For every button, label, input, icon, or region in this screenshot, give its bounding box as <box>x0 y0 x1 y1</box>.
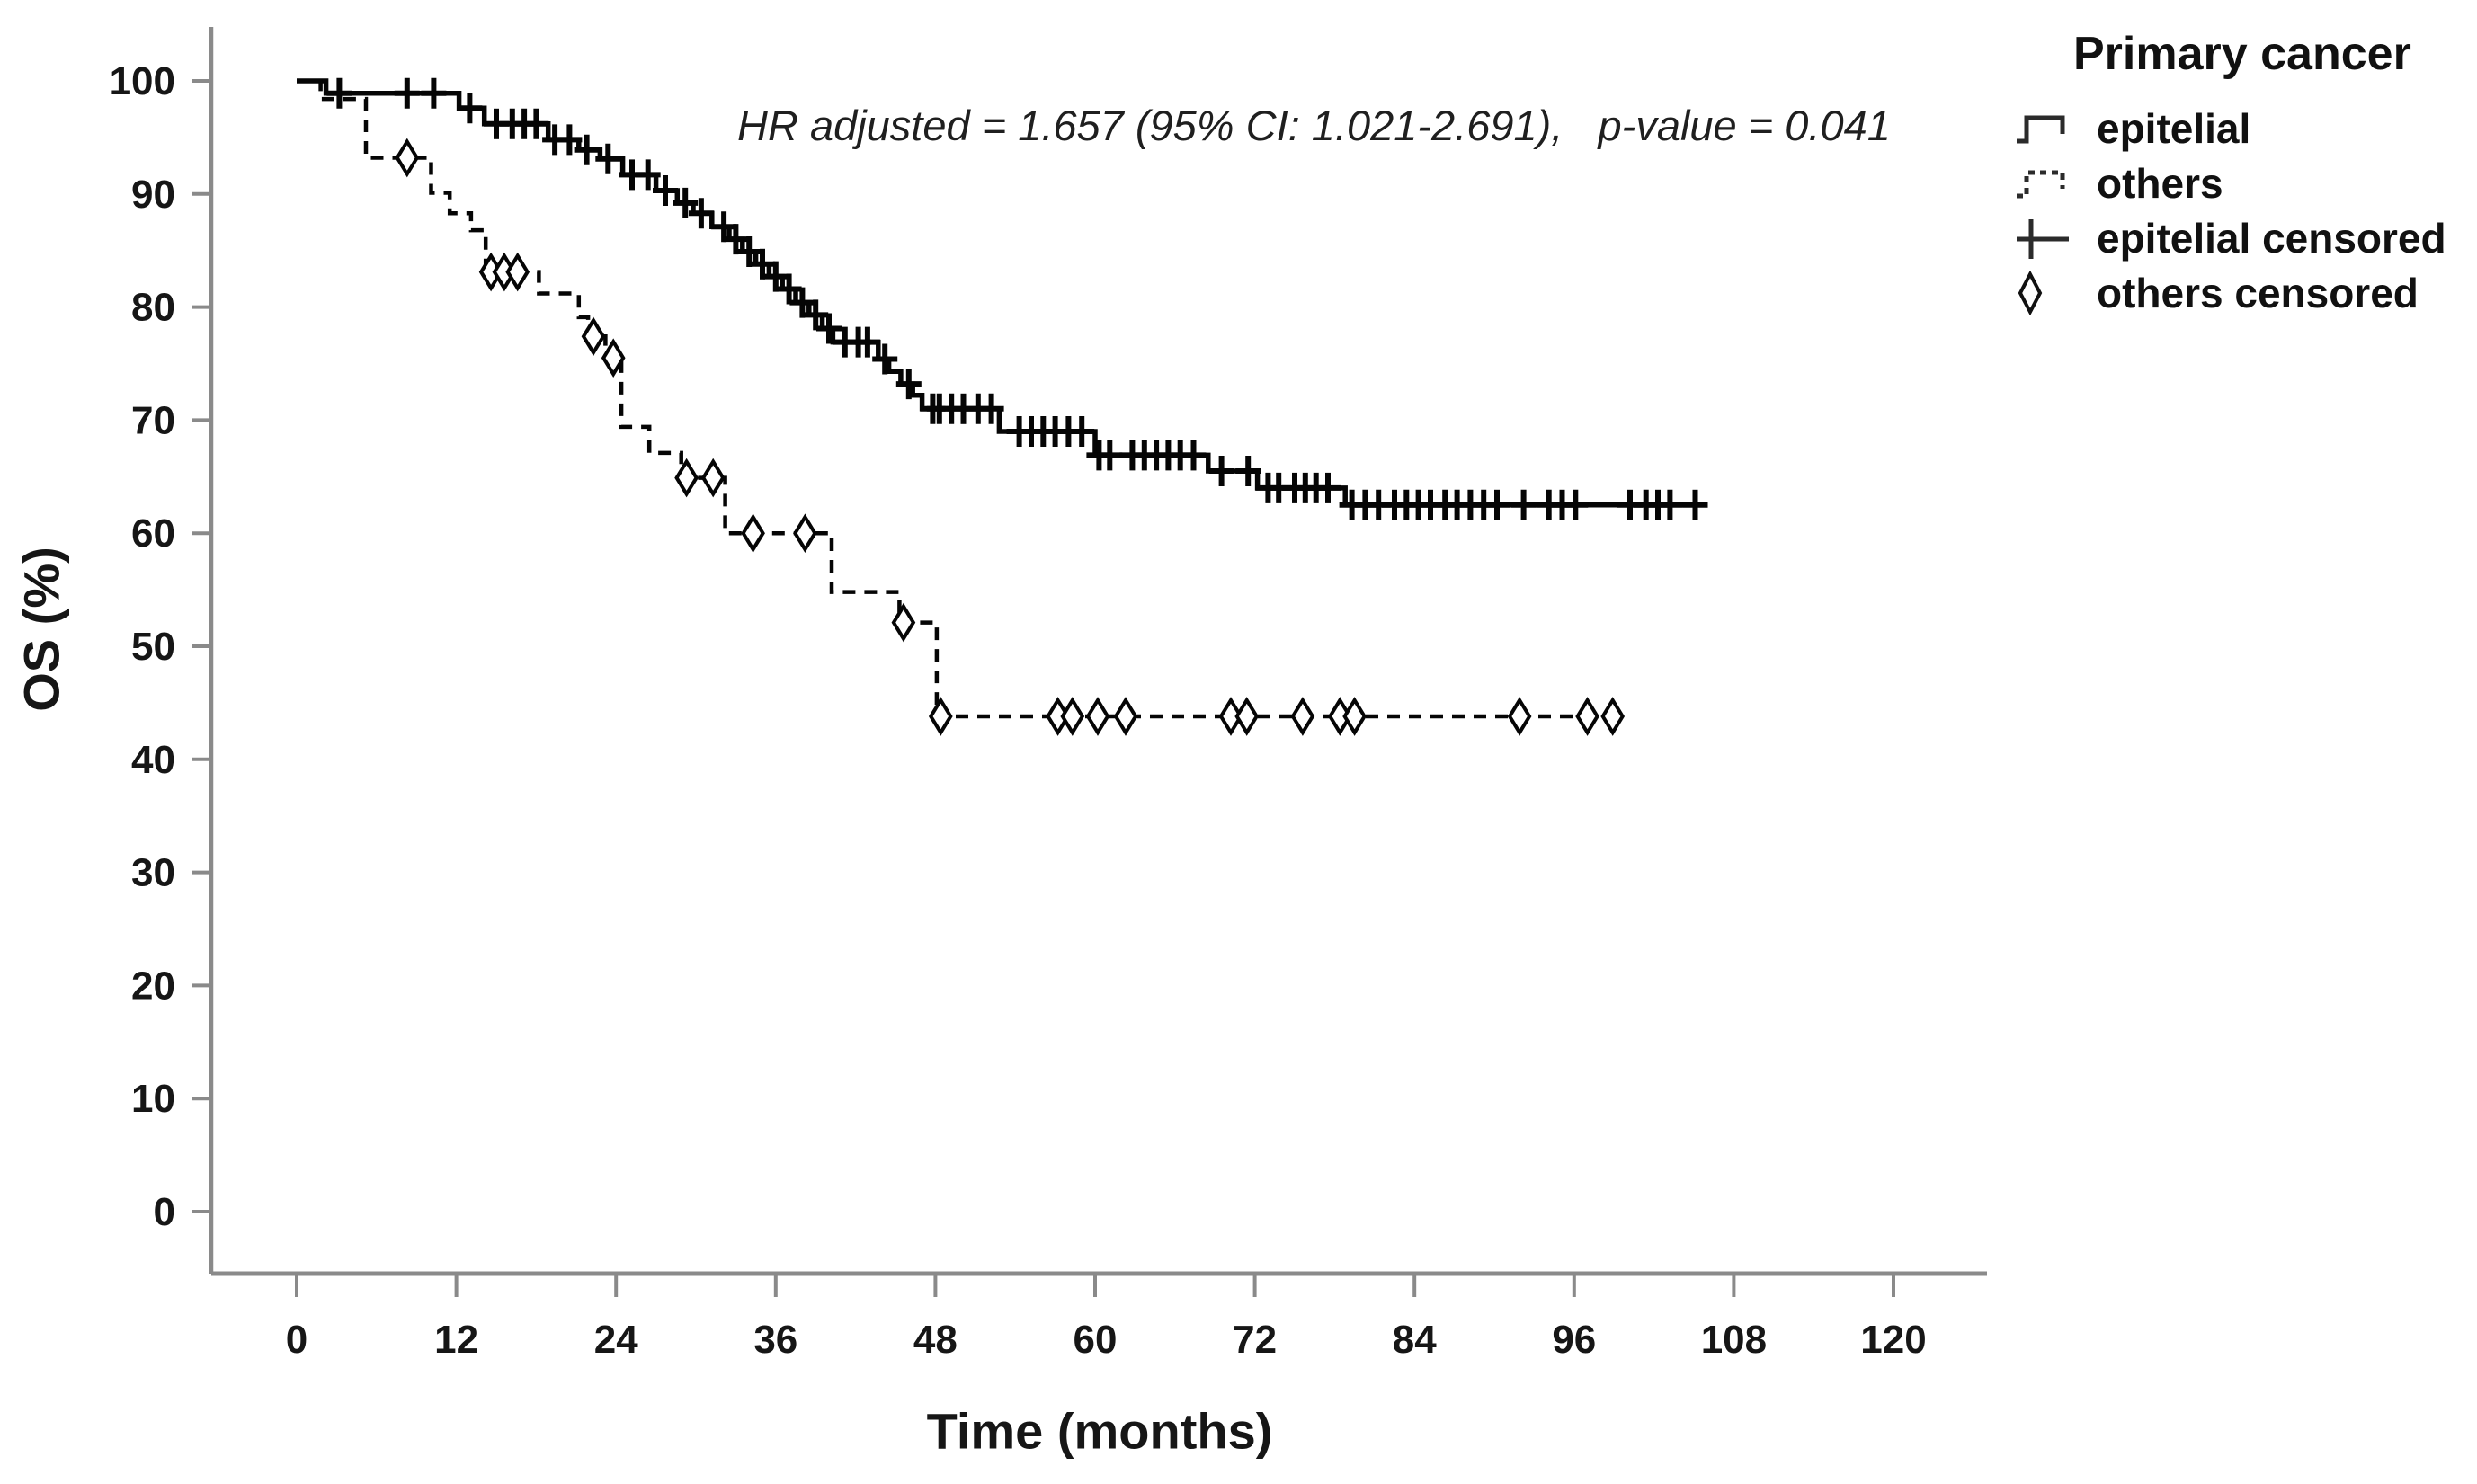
censor-diamond-others <box>1342 697 1367 736</box>
censor-diamond-others <box>928 697 953 736</box>
censor-diamond-others <box>793 513 817 554</box>
y-tick-label: 90 <box>131 173 175 217</box>
legend-item-others-censored: others censored <box>2016 265 2446 320</box>
censor-diamond-others <box>1575 697 1599 736</box>
y-tick-label: 20 <box>131 964 175 1008</box>
legend-title: Primary cancer <box>2073 28 2411 80</box>
x-tick-label: 48 <box>913 1318 958 1362</box>
legend-label: epitelial <box>2097 104 2251 152</box>
y-tick-label: 100 <box>110 59 175 103</box>
legend-item-others: others <box>2016 156 2446 210</box>
censor-diamond-others <box>601 338 626 378</box>
censor-diamond-others <box>1085 697 1110 736</box>
y-tick-label: 30 <box>131 851 175 895</box>
dashed-step-line-icon <box>2017 170 2065 198</box>
survival-curve-others <box>297 78 1618 719</box>
y-tick-label: 0 <box>154 1190 175 1234</box>
legend-label: others <box>2097 159 2223 207</box>
y-tick-label: 50 <box>131 625 175 669</box>
censor-diamond-others <box>1290 697 1315 736</box>
censor-diamond-others <box>1600 697 1626 736</box>
censor-diamond-others <box>395 138 420 178</box>
legend: Primary cancer epitelial others epitelia… <box>2016 27 2446 320</box>
diamond-marker-icon <box>2018 271 2043 315</box>
censor-diamond-others <box>1507 697 1532 736</box>
x-tick-label: 84 <box>1393 1318 1437 1362</box>
censor-diamond-others <box>505 252 530 292</box>
legend-label: epitelial censored <box>2097 214 2446 262</box>
x-axis-title: Time (months) <box>926 1402 1273 1460</box>
x-tick-label: 24 <box>594 1318 638 1362</box>
x-tick-label: 0 <box>286 1318 307 1362</box>
x-tick-label: 96 <box>1552 1318 1596 1362</box>
censor-diamond-others <box>674 458 699 498</box>
solid-step-line-icon <box>2017 115 2065 143</box>
censor-diamond-others <box>1060 697 1085 736</box>
censor-diamond-others <box>1218 697 1243 736</box>
y-tick-label: 80 <box>131 286 175 330</box>
legend-label: others censored <box>2097 269 2419 316</box>
y-tick-label: 70 <box>131 398 175 442</box>
y-tick-label: 10 <box>131 1077 175 1121</box>
censor-diamond-others <box>1113 697 1138 736</box>
censor-diamond-others <box>581 316 606 357</box>
censor-diamond-others <box>700 458 726 498</box>
hr-annotation-text: HR adjusted = 1.657 (95% CI: 1.021-2.691… <box>737 102 1891 149</box>
y-tick-label: 40 <box>131 738 175 782</box>
censor-diamond-others <box>741 513 765 554</box>
x-tick-label: 120 <box>1860 1318 1926 1362</box>
x-tick-label: 60 <box>1074 1318 1118 1362</box>
y-tick-label: 60 <box>131 511 175 555</box>
legend-item-epitelial-censored: epitelial censored <box>2016 210 2446 265</box>
x-tick-label: 72 <box>1233 1318 1277 1362</box>
x-tick-label: 108 <box>1701 1318 1767 1362</box>
censor-diamond-others <box>1234 697 1260 736</box>
legend-item-epitelial: epitelial <box>2016 101 2446 156</box>
plus-marker-icon <box>2017 218 2069 259</box>
x-tick-label: 36 <box>753 1318 797 1362</box>
x-tick-label: 12 <box>434 1318 478 1362</box>
censor-diamond-others <box>891 602 916 643</box>
y-axis-title: OS (%) <box>13 547 70 712</box>
